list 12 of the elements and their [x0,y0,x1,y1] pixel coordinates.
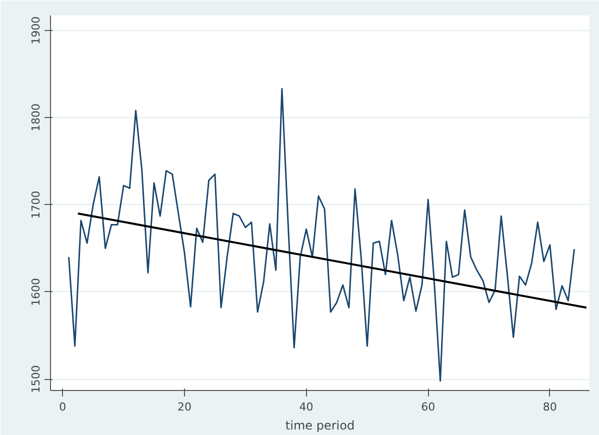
y-tick-label: 1700 [30,190,42,219]
x-tick-label: 60 [421,400,436,414]
x-tick-label: 0 [59,400,66,414]
x-tick-label: 80 [542,400,557,414]
y-tick-label: 1500 [30,365,42,394]
y-tick-label: 1600 [30,278,42,306]
x-tick-label: 20 [177,400,192,414]
line-series [68,88,576,382]
x-axis-title: time period [285,418,355,432]
y-tick-label: 1900 [30,16,42,44]
y-tick-label: 1800 [30,104,42,132]
x-tick-label: 40 [299,400,314,414]
